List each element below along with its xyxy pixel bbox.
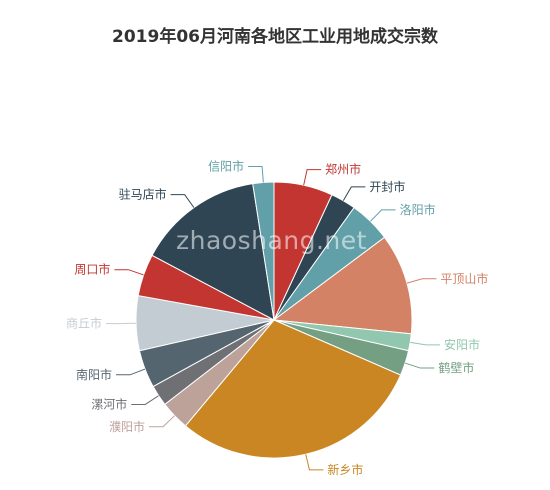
slice-label: 平顶山市: [440, 271, 488, 286]
slice-label: 商丘市: [66, 316, 102, 331]
label-leader-line: [170, 194, 195, 208]
label-leader-line: [149, 415, 175, 428]
chart-title: 2019年06月河南各地区工业用地成交宗数: [112, 27, 438, 47]
slice-label: 安阳市: [444, 337, 480, 352]
label-leader-line: [116, 368, 146, 376]
slice-label: 郑州市: [325, 162, 361, 177]
slice-label: 驻马店市: [119, 187, 167, 202]
slice-label: 漯河市: [91, 396, 127, 411]
pie-slices: [135, 181, 413, 459]
slice-label: 洛阳市: [400, 202, 436, 217]
label-leader-line: [406, 278, 437, 284]
label-leader-line: [305, 454, 324, 471]
slice-label: 濮阳市: [109, 419, 145, 434]
label-leader-line: [370, 209, 396, 222]
slice-label: 南阳市: [76, 367, 112, 382]
slice-label: 鹤壁市: [438, 360, 474, 375]
slice-label: 新乡市: [327, 462, 363, 477]
pie-slice[interactable]: [272, 236, 413, 335]
pie-slice[interactable]: [184, 319, 402, 459]
watermark-text: zhaoshang.net: [176, 226, 367, 255]
label-leader-line: [248, 165, 264, 183]
label-leader-line: [114, 269, 144, 276]
slice-label: 信阳市: [208, 158, 244, 173]
label-leader-line: [404, 362, 435, 369]
label-leader-line: [303, 169, 322, 186]
slice-label: 周口市: [74, 262, 110, 277]
label-leader-line: [131, 395, 159, 405]
slice-label: 开封市: [369, 179, 405, 194]
label-leader-line: [410, 341, 440, 346]
label-leader-line: [342, 186, 366, 201]
